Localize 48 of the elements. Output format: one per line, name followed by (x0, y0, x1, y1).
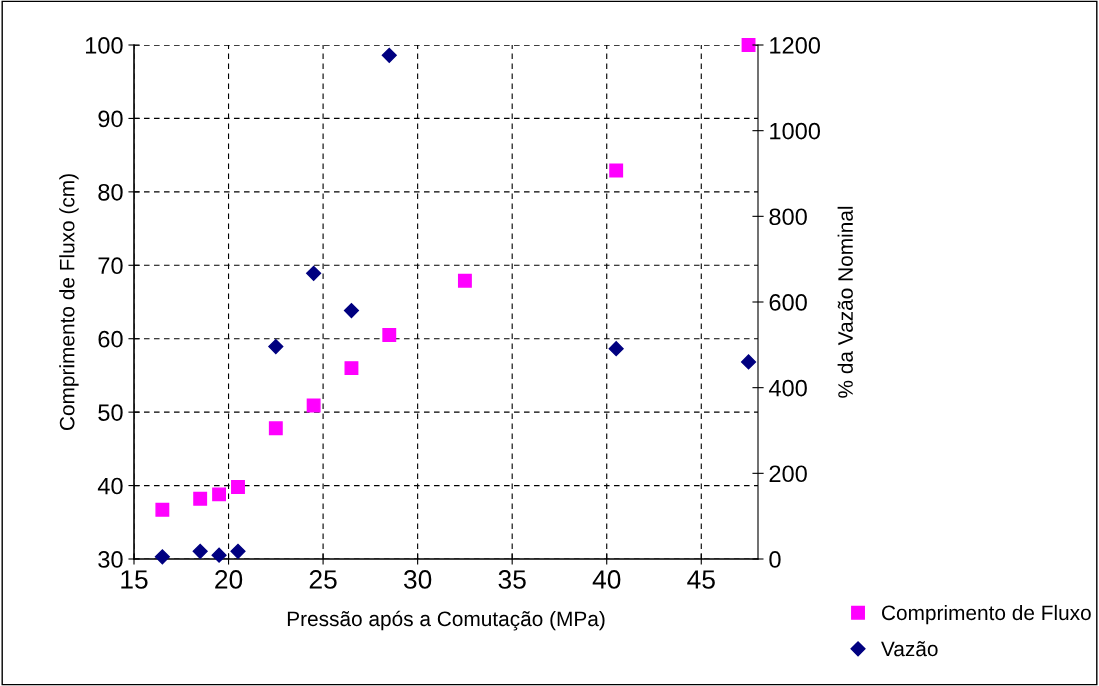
y2-tick-label: 1200 (770, 37, 821, 54)
y-tick-label: 80 (98, 183, 123, 201)
point (192, 543, 208, 559)
point (609, 163, 624, 178)
y-axis-title: Comprimento de Fluxo (cm) (59, 174, 79, 431)
point (268, 421, 283, 436)
x-tick-label: 30 (403, 570, 432, 589)
y2-tick-label: 800 (769, 208, 807, 226)
point (382, 328, 397, 342)
y-tick-label: 90 (98, 110, 123, 128)
y2-tick-label: 600 (769, 294, 807, 311)
legend-label: Vazão (881, 641, 938, 657)
x-tick-label: 15 (121, 570, 148, 589)
y2-tick-label: 0 (769, 551, 781, 568)
point (306, 265, 322, 281)
point (457, 273, 472, 288)
x-axis-title: Pressão após a Comutação (MPa) (287, 610, 605, 631)
y-tick-label: 50 (98, 404, 123, 421)
point (740, 354, 757, 370)
point (381, 47, 397, 63)
point (155, 502, 170, 517)
point (211, 547, 227, 563)
legend-label: Comprimento de Fluxo (882, 604, 1091, 625)
y-tick-label: 30 (98, 551, 123, 568)
y2-axis-title: % da Vazão Nominal (837, 206, 853, 398)
point (231, 480, 245, 494)
point (741, 38, 756, 52)
y-tick-label: 40 (97, 477, 123, 495)
x-tick-label: 20 (215, 570, 243, 589)
y-tick-label: 60 (98, 330, 123, 348)
point (306, 398, 321, 413)
point (230, 543, 246, 559)
y2-tick-label: 400 (768, 379, 807, 397)
point (212, 487, 227, 502)
x-tick-label: 40 (592, 570, 621, 589)
x-tick-label: 35 (498, 570, 526, 589)
x-tick-label: 25 (309, 570, 337, 589)
point (343, 302, 360, 319)
y2-tick-label: 200 (769, 465, 807, 483)
point (154, 549, 170, 565)
y-tick-label: 70 (98, 257, 123, 275)
y-tick-label: 100 (85, 37, 123, 54)
point (193, 491, 208, 506)
point (268, 338, 284, 355)
x-tick-label: 45 (687, 570, 715, 589)
point (608, 341, 624, 357)
point (344, 361, 359, 376)
y2-tick-label: 1000 (770, 122, 821, 140)
